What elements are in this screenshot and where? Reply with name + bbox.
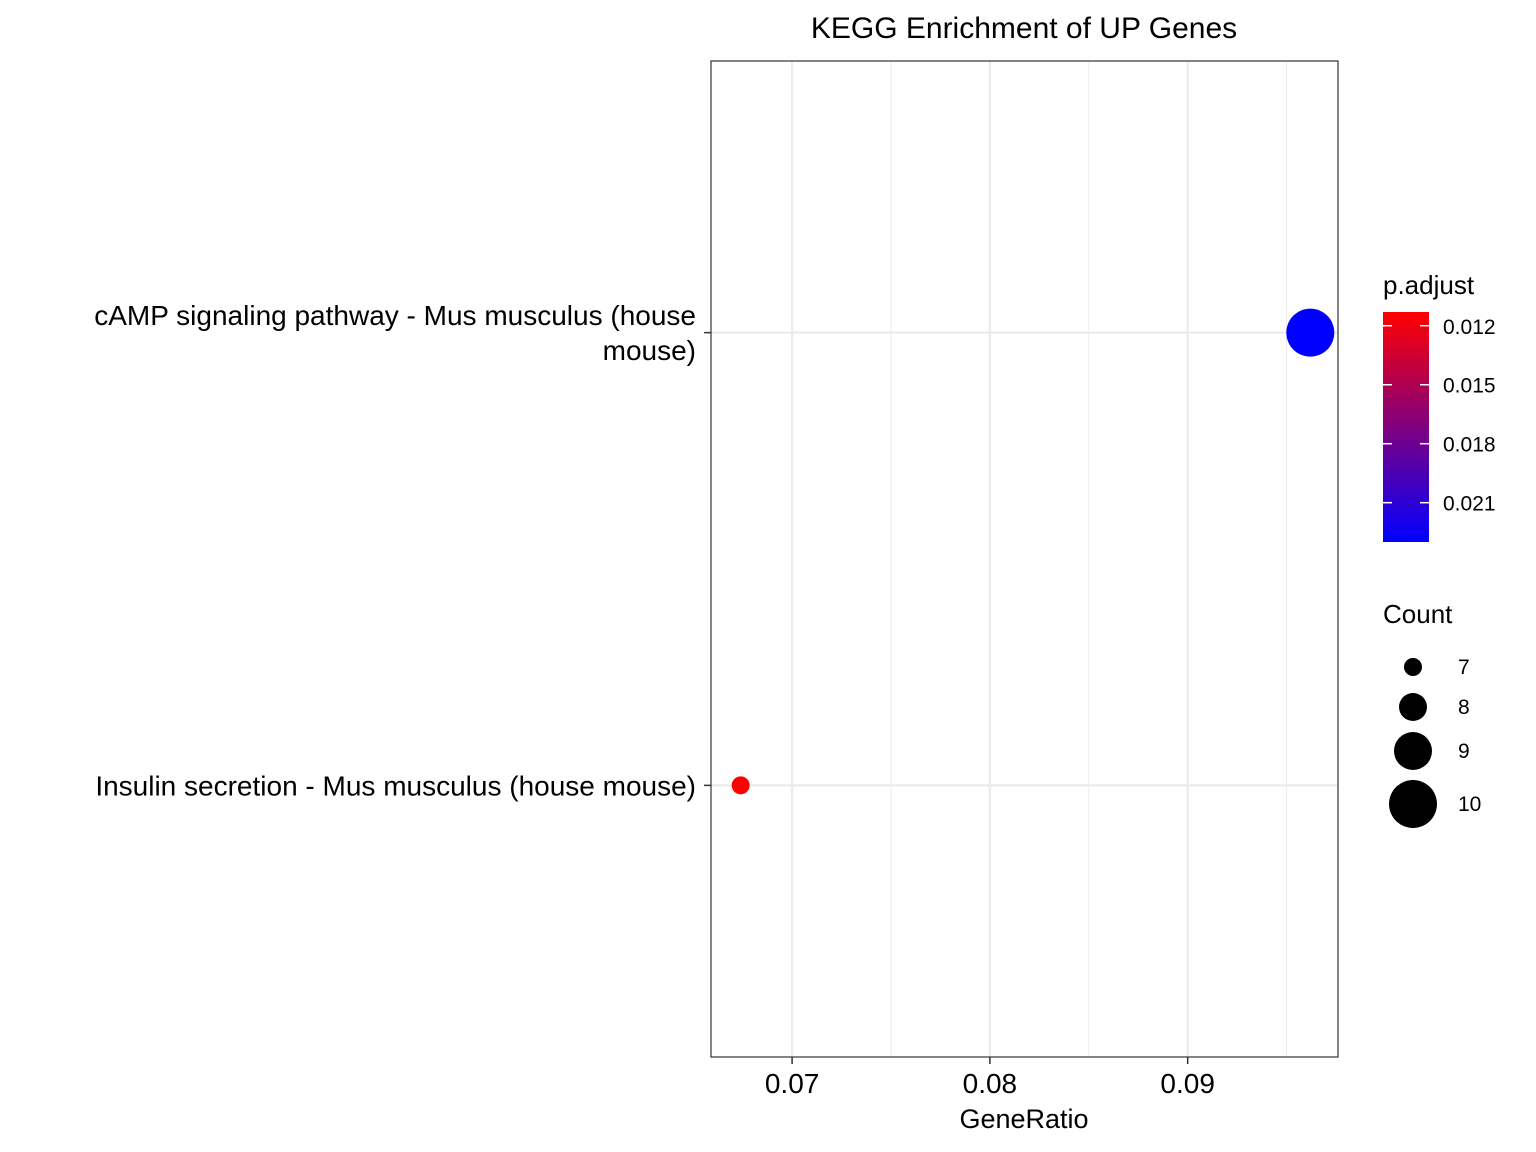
size-key-circle (1389, 780, 1437, 828)
data-point (1286, 308, 1335, 357)
y-tick-label-line: mouse) (603, 335, 696, 366)
chart-title: KEGG Enrichment of UP Genes (811, 12, 1237, 45)
panel-background (711, 61, 1338, 1057)
color-tick-label: 0.015 (1443, 375, 1496, 398)
x-axis-label: GeneRatio (959, 1104, 1088, 1134)
data-point (731, 776, 750, 795)
x-tick-label: 0.07 (765, 1068, 820, 1099)
color-tick-label: 0.021 (1443, 493, 1496, 516)
y-axis: Insulin secretion - Mus musculus (house … (94, 300, 711, 801)
y-tick-label: Insulin secretion - Mus musculus (house … (95, 770, 696, 801)
data-points (731, 308, 1335, 795)
size-legend: Count 7 8 9 10 (1383, 599, 1481, 828)
color-legend-bar (1383, 312, 1429, 542)
color-legend-title: p.adjust (1383, 270, 1475, 300)
plot-panel (710, 60, 1339, 1058)
size-key-label: 8 (1458, 696, 1470, 719)
size-key-label: 10 (1458, 793, 1481, 816)
size-key-circle (1394, 732, 1432, 770)
y-tick-label: cAMP signaling pathway - Mus musculus (h… (94, 300, 696, 366)
size-key-label: 9 (1458, 740, 1470, 763)
color-tick-label: 0.018 (1443, 434, 1496, 457)
y-tick-label-line: Insulin secretion - Mus musculus (house … (95, 770, 696, 801)
color-legend: p.adjust 0.012 0.015 0.018 0.021 (1383, 270, 1496, 542)
x-tick-label: 0.08 (963, 1068, 1018, 1099)
x-tick-label: 0.09 (1160, 1068, 1215, 1099)
y-tick-label-line: cAMP signaling pathway - Mus musculus (h… (94, 300, 696, 331)
size-legend-keys: 7 8 9 10 (1389, 656, 1481, 828)
color-tick-label: 0.012 (1443, 316, 1496, 339)
panel-border (710, 60, 1339, 1058)
size-key-label: 7 (1458, 656, 1470, 679)
size-key-circle (1399, 693, 1427, 721)
size-key-circle (1404, 658, 1422, 676)
size-legend-title: Count (1383, 599, 1453, 629)
color-legend-ticks: 0.012 0.015 0.018 0.021 (1383, 316, 1496, 516)
grid-lines (711, 61, 1338, 1057)
x-axis: 0.07 0.08 0.09 (765, 1057, 1215, 1099)
